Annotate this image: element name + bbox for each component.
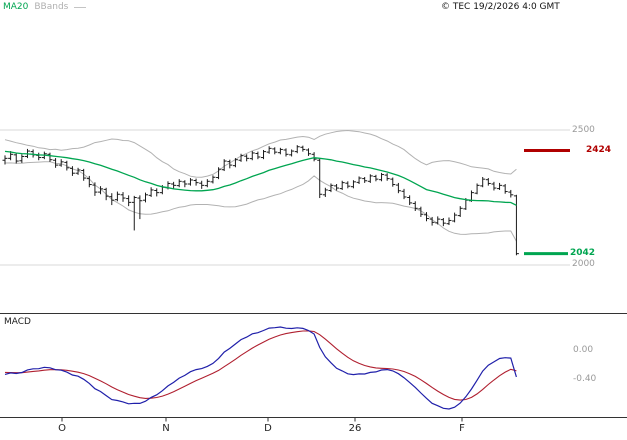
panel-separators <box>0 313 627 418</box>
price-axis-label-2500: 2500 <box>572 125 595 135</box>
x-axis-label-N: N <box>162 423 170 434</box>
legend-ma20: MA20 <box>3 2 29 12</box>
macd-panel-label: MACD <box>4 317 31 327</box>
candles <box>2 145 519 256</box>
copyright-text: © TEC 19/2/2026 4:0 GMT <box>441 2 560 12</box>
x-axis-label-26: 26 <box>348 423 362 434</box>
bbands-line-sample <box>74 6 87 8</box>
ref-price-low-label: 2042 <box>570 248 596 258</box>
macd-axis-label-neg040: -0.40 <box>573 374 597 384</box>
price-axis-label-2000: 2000 <box>572 259 595 269</box>
x-axis-label-D: D <box>264 423 272 434</box>
ma20-line <box>4 150 517 206</box>
x-axis-label-O: O <box>58 423 66 434</box>
chart-legend: MA20 BBands <box>3 2 87 12</box>
macd-axis-label-zero: 0.00 <box>573 345 594 355</box>
bollinger-bands <box>4 129 517 242</box>
macd-lines <box>4 326 517 410</box>
price-gridlines <box>0 129 570 266</box>
ref-price-high-label: 2424 <box>586 145 612 155</box>
legend-bbands: BBands <box>34 2 69 12</box>
x-axis-ticks <box>61 417 463 422</box>
reference-lines <box>524 149 570 256</box>
x-axis-label-F: F <box>459 423 465 434</box>
